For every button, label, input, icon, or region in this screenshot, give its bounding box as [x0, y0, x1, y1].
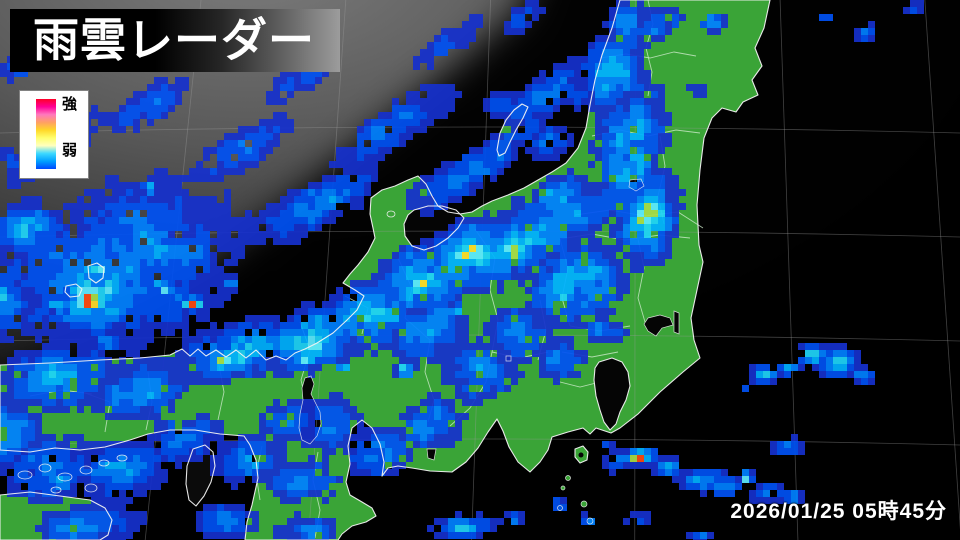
coastlines: [0, 0, 771, 540]
precipitation-echoes: [0, 0, 924, 540]
timestamp: 2026/01/25 05時45分: [730, 500, 947, 523]
intensity-gradient-bar: [36, 99, 56, 169]
legend-strong-label: 強: [62, 96, 78, 113]
app-title-banner: 雨雲レーダー: [10, 9, 340, 72]
app-title: 雨雲レーダー: [33, 14, 315, 66]
intensity-legend: 強 弱: [19, 90, 89, 179]
legend-weak-label: 弱: [62, 142, 78, 159]
